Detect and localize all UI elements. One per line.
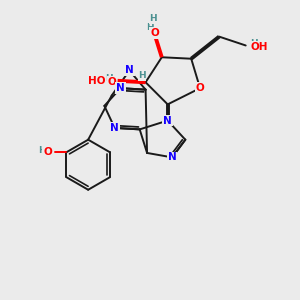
Text: HO: HO xyxy=(88,76,105,86)
Text: O: O xyxy=(107,77,116,87)
Text: H: H xyxy=(250,39,258,48)
Text: O: O xyxy=(150,28,159,38)
Text: H: H xyxy=(146,23,154,32)
Text: OH: OH xyxy=(250,42,268,52)
Text: N: N xyxy=(116,83,125,93)
Text: H: H xyxy=(106,74,113,83)
Text: H: H xyxy=(38,146,46,155)
Text: N: N xyxy=(163,116,172,126)
Text: O: O xyxy=(196,83,204,93)
Text: N: N xyxy=(110,123,119,133)
Text: O: O xyxy=(43,147,52,157)
Text: H: H xyxy=(138,71,146,80)
Text: N: N xyxy=(125,65,134,76)
Text: H: H xyxy=(149,14,157,23)
Text: N: N xyxy=(168,152,176,162)
